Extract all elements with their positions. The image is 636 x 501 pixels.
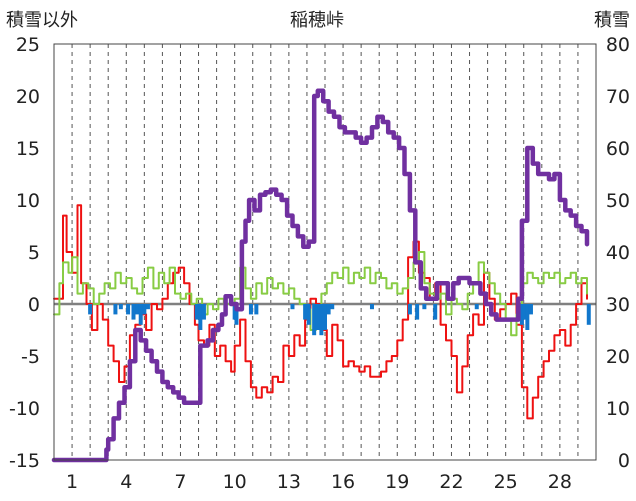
series-layer xyxy=(51,88,591,463)
precipitation-bar xyxy=(248,304,253,315)
precipitation-bar xyxy=(290,304,295,310)
precipitation-bar xyxy=(521,304,526,320)
precipitation-bar xyxy=(306,304,311,325)
x-tick-label: 22 xyxy=(439,471,463,493)
precipitation-bar xyxy=(88,304,93,315)
right-axis-label: 積雪 xyxy=(594,10,630,31)
wind-line xyxy=(53,251,588,337)
precipitation-bar xyxy=(315,304,320,330)
precipitation-bar xyxy=(126,304,131,315)
x-tick-label: 1 xyxy=(66,471,78,493)
left-axis-label: 積雪以外 xyxy=(6,10,78,31)
x-tick-label: 16 xyxy=(331,471,355,493)
precipitation-bar xyxy=(131,304,136,320)
precipitation-bars xyxy=(88,304,591,336)
left-tick-label: 15 xyxy=(16,138,40,160)
precipitation-bar xyxy=(319,304,324,336)
right-tick-label: 20 xyxy=(606,346,630,368)
snow-depth-line xyxy=(51,88,590,463)
left-tick-label: 20 xyxy=(16,86,40,108)
precipitation-bar xyxy=(586,304,591,325)
x-tick-label: 4 xyxy=(120,471,132,493)
left-tick-label: 25 xyxy=(16,34,40,56)
precipitation-bar xyxy=(415,304,420,320)
x-tick-label: 19 xyxy=(385,471,409,493)
precipitation-bar xyxy=(201,304,206,320)
x-tick-label: 7 xyxy=(174,471,186,493)
precipitation-bar xyxy=(118,304,123,310)
right-tick-label: 50 xyxy=(606,190,630,212)
precipitation-bar xyxy=(135,304,140,315)
right-tick-label: 0 xyxy=(618,450,630,472)
precipitation-bar xyxy=(433,304,438,320)
x-tick-label: 25 xyxy=(494,471,518,493)
precipitation-bar xyxy=(234,304,239,325)
chart-title: 稲穂峠 xyxy=(290,10,344,31)
x-tick-label: 28 xyxy=(548,471,572,493)
precipitation-bar xyxy=(369,304,374,310)
left-tick-label: 5 xyxy=(28,242,40,264)
precipitation-bar xyxy=(198,304,203,330)
precipitation-bar xyxy=(528,304,533,315)
right-tick-label: 10 xyxy=(606,398,630,420)
plot-frame xyxy=(53,43,597,461)
left-tick-label: 10 xyxy=(16,190,40,212)
right-tick-label: 30 xyxy=(606,294,630,316)
precipitation-bar xyxy=(142,304,147,315)
x-tick-label: 13 xyxy=(277,471,301,493)
precipitation-bar xyxy=(326,304,331,315)
precipitation-bar xyxy=(312,304,317,336)
precipitation-bar xyxy=(303,304,308,320)
precipitation-bar xyxy=(145,304,150,310)
precipitation-bar xyxy=(474,304,479,310)
left-tick-label: 0 xyxy=(28,294,40,316)
right-tick-label: 40 xyxy=(606,242,630,264)
precipitation-bar xyxy=(194,304,199,320)
precipitation-bar xyxy=(138,304,143,325)
right-tick-label: 70 xyxy=(606,86,630,108)
right-tick-label: 80 xyxy=(606,34,630,56)
right-tick-label: 60 xyxy=(606,138,630,160)
precipitation-bar xyxy=(254,304,259,315)
left-tick-label: -10 xyxy=(9,398,40,420)
left-tick-label: -5 xyxy=(21,346,40,368)
precipitation-bar xyxy=(407,304,412,315)
precipitation-bar xyxy=(323,304,327,330)
precipitation-bar xyxy=(525,304,530,330)
left-tick-label: -15 xyxy=(9,450,40,472)
precipitation-bar xyxy=(330,304,335,310)
precipitation-bar xyxy=(422,304,427,310)
precipitation-bar xyxy=(113,304,118,315)
x-tick-label: 10 xyxy=(223,471,247,493)
